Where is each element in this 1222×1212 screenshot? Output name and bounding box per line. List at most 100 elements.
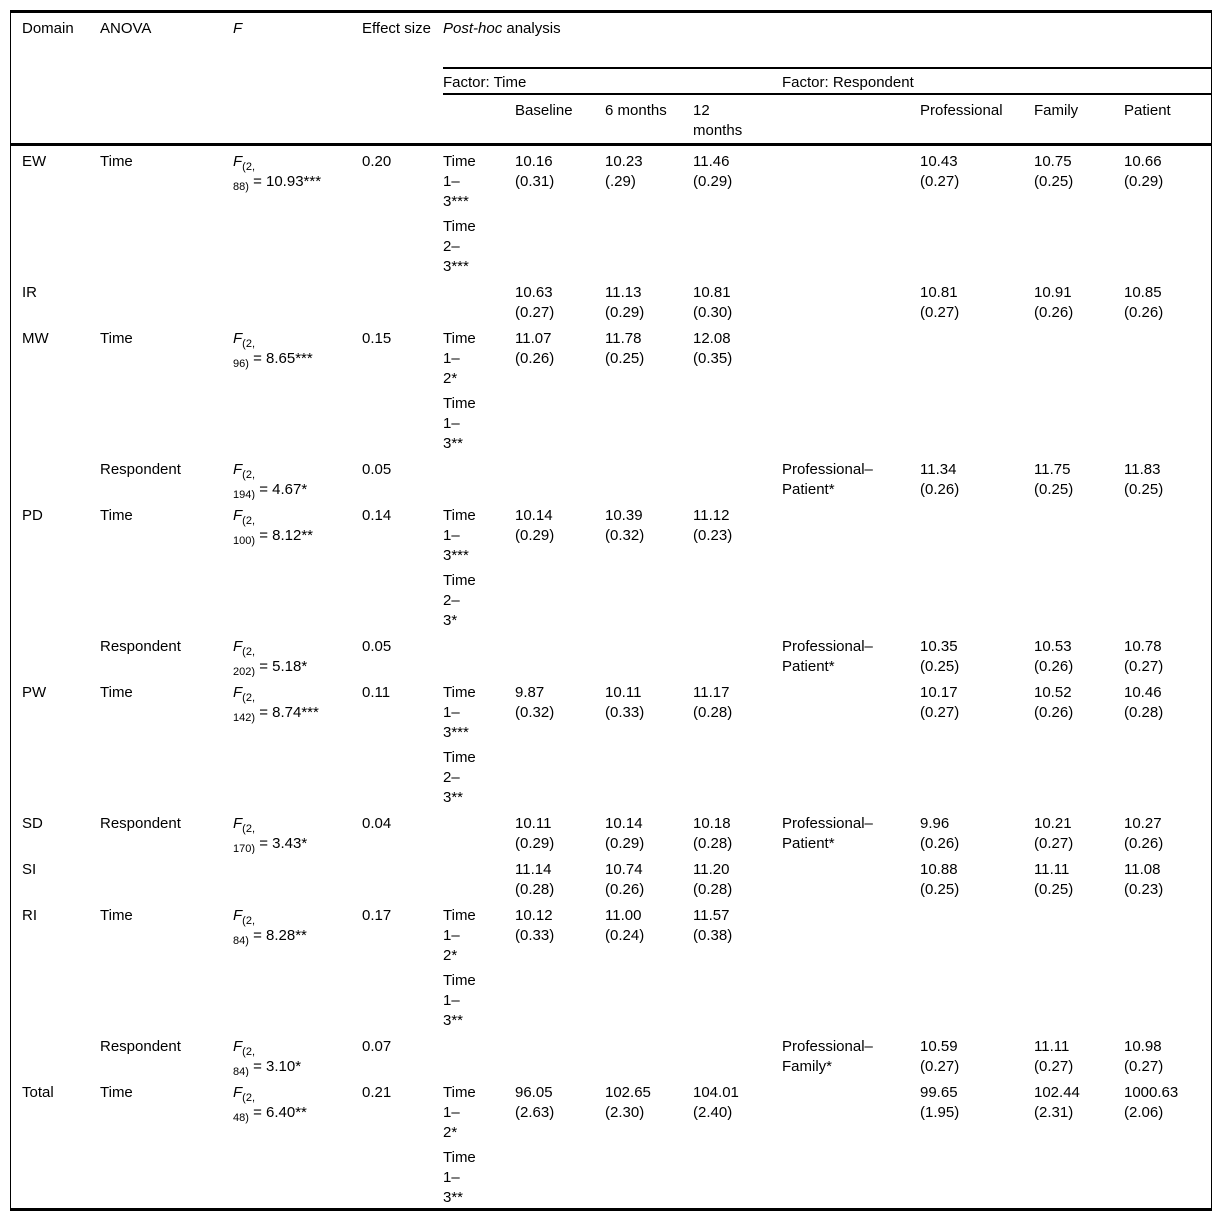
table-frame: Domain ANOVA F Effect size Post-hoc anal… xyxy=(10,10,1212,1211)
f-statistic-cell: F(2, 142) = 8.74*** xyxy=(233,683,319,724)
six-months-mean-cell: 10.11 (0.33) xyxy=(605,683,645,721)
f-symbol: F xyxy=(233,906,243,924)
table-row: SI 11.14 (0.28) 10.74 (0.26) 11.20 (0.28) 10… xyxy=(11,854,1211,900)
patient-mean-cell: 10.85 (0.26) xyxy=(1124,283,1164,321)
f-statistic-cell: F(2, 170) = 3.43* xyxy=(233,814,308,854)
domain-cell: PD xyxy=(22,506,43,524)
time-contrast: Time 2– 3* xyxy=(443,571,476,629)
effect-size-cell: 0.11 xyxy=(362,683,391,701)
twelve-months-mean-cell: 11.20 (0.28) xyxy=(693,860,733,898)
anova-factor-cell: Time xyxy=(100,329,133,347)
time-contrast: Time 2– 3*** xyxy=(443,217,476,275)
f-statistic-cell: F(2, 96) = 8.65*** xyxy=(233,329,313,370)
family-mean-cell: 10.52 (0.26) xyxy=(1034,683,1074,721)
baseline-mean-cell: 11.14 (0.28) xyxy=(515,860,555,898)
f-statistic-cell: F(2, 88) = 10.93*** xyxy=(233,152,322,193)
respondent-contrast-cell xyxy=(782,277,920,323)
twelve-months-mean-cell: 12.08 (0.35) xyxy=(693,329,733,367)
professional-mean-cell xyxy=(920,323,1034,454)
twelve-months-mean-cell: 11.46 (0.29) xyxy=(693,152,733,190)
patient-mean-cell xyxy=(1124,323,1211,454)
twelve-months-mean-cell: 10.81 (0.30) xyxy=(693,283,733,321)
respondent-contrast-cell xyxy=(782,1077,920,1209)
header-row-main: Domain ANOVA F Effect size Post-hoc anal… xyxy=(11,12,1212,146)
table-row: Respondent F(2, 202) = 5.18* 0.05 Profession… xyxy=(11,631,1211,677)
time-contrast-cell xyxy=(443,854,515,900)
baseline-mean-cell: 10.12 (0.33) xyxy=(515,906,555,944)
anova-posthoc-table: Domain ANOVA F Effect size Post-hoc anal… xyxy=(11,11,1212,1210)
domain-cell: RI xyxy=(22,906,37,924)
table-row: MW Time F(2, 96) = 8.65*** 0.15 Time 1– 2* Tim… xyxy=(11,323,1211,454)
effect-size-cell xyxy=(362,854,443,900)
professional-mean-cell: 11.34 (0.26) xyxy=(920,460,960,498)
f-statistic-cell: F(2, 194) = 4.67* xyxy=(233,460,308,500)
six-months-mean-cell: 10.14 (0.29) xyxy=(605,814,645,852)
time-contrast: Time 1– 3** xyxy=(443,971,476,1029)
domain-cell: SD xyxy=(22,814,43,832)
respondent-contrast-cell: Professional– Patient* xyxy=(782,460,873,498)
domain-cell: MW xyxy=(22,329,49,347)
patient-mean-cell: 11.08 (0.23) xyxy=(1124,860,1164,898)
professional-mean-cell: 10.35 (0.25) xyxy=(920,637,960,675)
col-header-factor-respondent: Factor: Respondent xyxy=(782,68,1212,95)
time-contrast: Time 1– 2* xyxy=(443,329,476,387)
time-contrast: Time 1– 3*** xyxy=(443,683,476,741)
professional-mean-cell: 10.88 (0.25) xyxy=(920,860,960,898)
family-mean-cell: 10.75 (0.25) xyxy=(1034,152,1074,190)
family-mean-cell xyxy=(1034,323,1124,454)
twelve-months-mean-cell xyxy=(693,454,782,500)
six-months-mean-cell: 11.00 (0.24) xyxy=(605,906,645,944)
family-mean-cell: 10.91 (0.26) xyxy=(1034,283,1074,321)
col-header-professional: Professional xyxy=(920,94,1034,146)
post-hoc-label-rest: analysis xyxy=(502,20,561,37)
time-contrast-cell: Time 1– 3*** Time 2– 3*** xyxy=(443,144,515,277)
f-statistic-cell: F(2, 202) = 5.18* xyxy=(233,637,308,677)
six-months-mean-cell xyxy=(605,631,693,677)
domain-cell: IR xyxy=(22,283,37,301)
six-months-mean-cell xyxy=(605,454,693,500)
col-header-respondent-contrast-spacer xyxy=(782,94,920,146)
effect-size-cell: 0.04 xyxy=(362,814,392,832)
f-symbol: F xyxy=(233,152,243,170)
professional-mean-cell xyxy=(920,900,1034,1031)
table-row: EW Time F(2, 88) = 10.93*** 0.20 Time 1– 3***… xyxy=(11,144,1211,277)
f-symbol: F xyxy=(233,637,243,655)
effect-size-cell: 0.15 xyxy=(362,329,392,347)
f-statistic-cell xyxy=(233,277,362,323)
col-header-baseline: Baseline xyxy=(515,94,605,146)
time-contrast: Time 1– 2* xyxy=(443,1083,476,1141)
anova-factor-cell: Respondent xyxy=(100,814,181,832)
respondent-contrast-cell: Professional– Patient* xyxy=(782,637,873,675)
table-row: PD Time F(2, 100) = 8.12** 0.14 Time 1– 3*** T… xyxy=(11,500,1211,631)
domain-cell: SI xyxy=(22,860,37,878)
patient-mean-cell: 10.46 (0.28) xyxy=(1124,683,1164,721)
domain-cell: EW xyxy=(22,152,47,170)
domain-cell xyxy=(11,454,100,500)
time-contrast-cell xyxy=(443,454,515,500)
patient-mean-cell: 10.27 (0.26) xyxy=(1124,814,1164,852)
twelve-months-mean-cell: 10.18 (0.28) xyxy=(693,814,733,852)
col-header-6-months: 6 months xyxy=(605,94,693,146)
respondent-contrast-cell xyxy=(782,677,920,808)
baseline-mean-cell: 10.11 (0.29) xyxy=(515,814,555,852)
time-contrast-cell: Time 1– 2* Time 1– 3** xyxy=(443,323,515,454)
twelve-months-mean-cell: 11.57 (0.38) xyxy=(693,906,733,944)
patient-mean-cell xyxy=(1124,900,1211,1031)
table-row: Respondent F(2, 84) = 3.10* 0.07 Professiona… xyxy=(11,1031,1211,1077)
effect-size-cell: 0.21 xyxy=(362,1083,392,1101)
family-mean-cell: 102.44 (2.31) xyxy=(1034,1083,1080,1121)
six-months-mean-cell: 10.23 (.29) xyxy=(605,152,643,190)
domain-cell xyxy=(11,631,100,677)
twelve-months-mean-cell: 11.12 (0.23) xyxy=(693,506,733,544)
table-body: EW Time F(2, 88) = 10.93*** 0.20 Time 1– 3***… xyxy=(11,144,1211,1209)
effect-size-cell: 0.05 xyxy=(362,460,392,478)
time-contrast-cell xyxy=(443,631,515,677)
f-symbol: F xyxy=(233,683,243,701)
anova-factor-cell: Time xyxy=(100,1083,133,1101)
patient-mean-cell: 1000.63 (2.06) xyxy=(1124,1083,1179,1121)
twelve-months-mean-cell: 104.01 (2.40) xyxy=(693,1083,739,1121)
effect-size-cell xyxy=(362,277,443,323)
f-symbol: F xyxy=(233,460,243,478)
col-header-domain: Domain xyxy=(11,12,100,146)
family-mean-cell: 11.75 (0.25) xyxy=(1034,460,1074,498)
